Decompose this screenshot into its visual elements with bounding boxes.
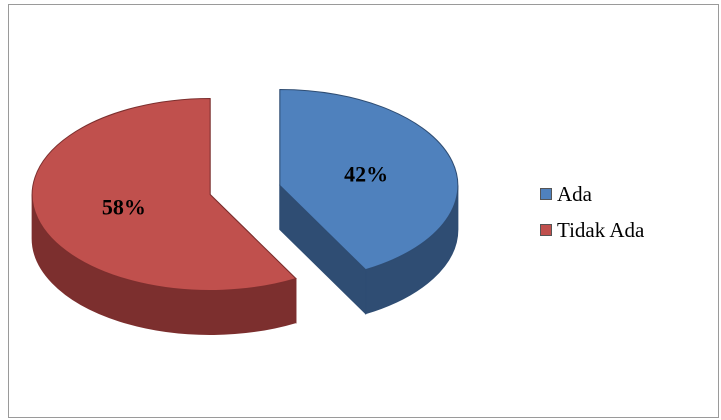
- legend-item-ada[interactable]: Ada: [540, 176, 644, 212]
- legend-item-tidak-ada[interactable]: Tidak Ada: [540, 212, 644, 248]
- legend-label-ada: Ada: [557, 181, 592, 206]
- data-label-tidak-ada: 58%: [102, 194, 146, 219]
- legend-swatch-tidak-ada: [540, 224, 552, 236]
- pie-slice-tidak-ada[interactable]: [31, 97, 297, 291]
- pie-slice-ada[interactable]: [279, 89, 459, 271]
- data-label-ada: 42%: [344, 162, 388, 187]
- legend-swatch-ada: [540, 188, 552, 200]
- legend-label-tidak-ada: Tidak Ada: [557, 217, 645, 242]
- legend: Ada Tidak Ada: [540, 176, 644, 248]
